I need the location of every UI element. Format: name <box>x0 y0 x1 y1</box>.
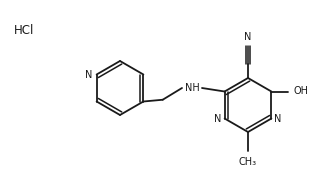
Text: N: N <box>214 113 222 124</box>
Text: OH: OH <box>293 86 308 97</box>
Text: NH: NH <box>185 83 199 93</box>
Text: N: N <box>274 113 282 124</box>
Text: N: N <box>244 32 252 42</box>
Text: CH₃: CH₃ <box>239 157 257 167</box>
Text: N: N <box>85 69 93 80</box>
Text: HCl: HCl <box>14 23 34 37</box>
